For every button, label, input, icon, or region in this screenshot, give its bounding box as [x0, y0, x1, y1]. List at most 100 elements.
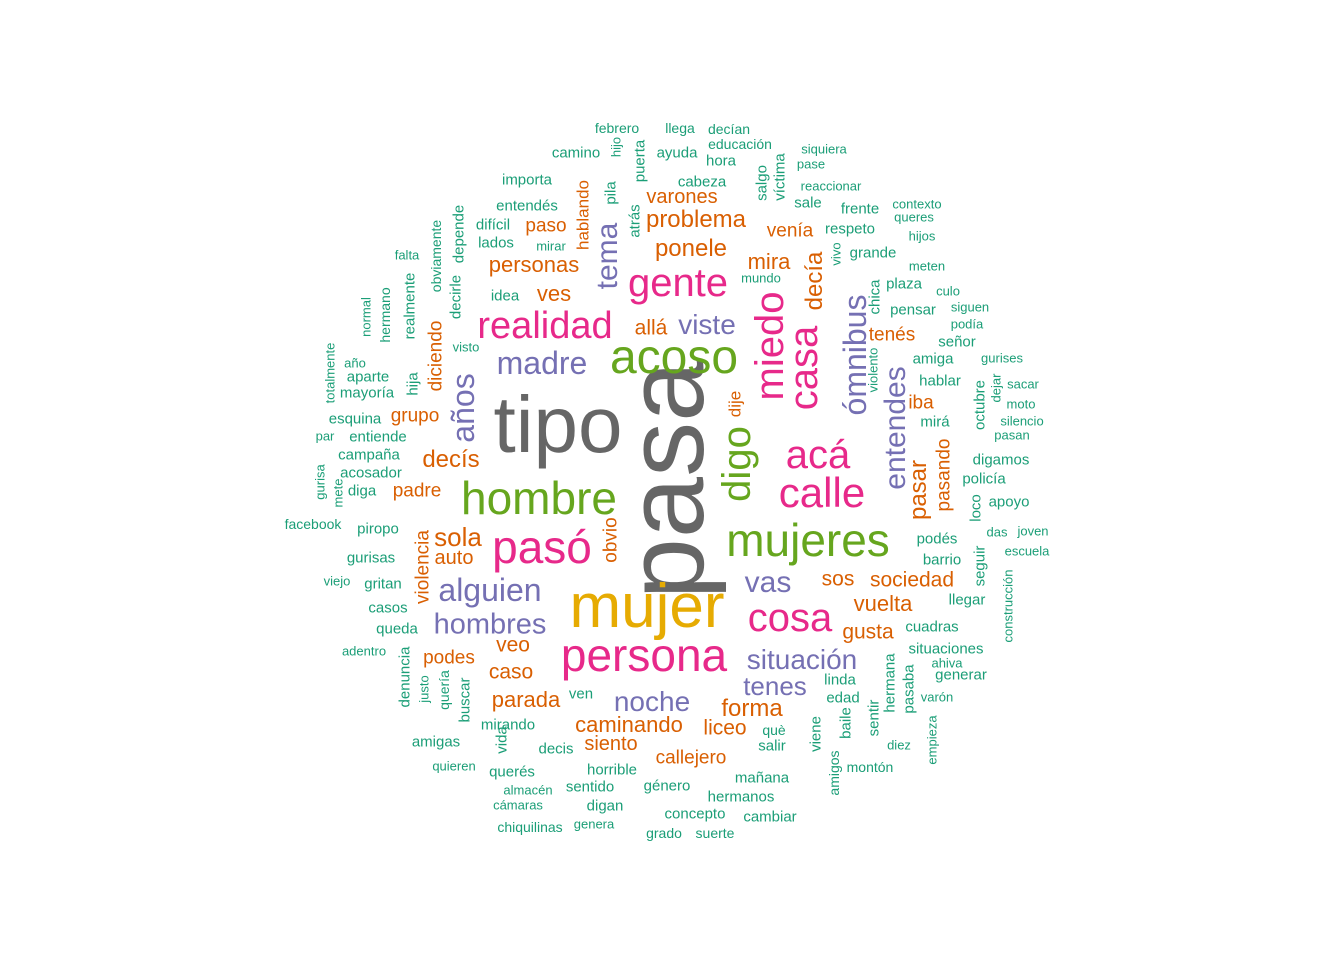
word-llegar: llegar [948, 591, 986, 609]
word-venia: venía [766, 220, 814, 242]
word-ves: ves [536, 281, 572, 306]
word-violencia: violencia [412, 530, 434, 604]
word-gente: gente [627, 261, 729, 305]
word-contexto: contexto [892, 196, 942, 212]
word-situacion: situación [746, 644, 858, 675]
word-gritan: gritan [364, 575, 402, 593]
word-calle: calle [778, 469, 866, 516]
word-empieza: empieza [924, 715, 940, 765]
word-pasaba: pasaba [900, 664, 918, 714]
word-vas: vas [744, 566, 792, 599]
word-falta: falta [394, 247, 420, 263]
word-facebook: facebook [284, 516, 342, 532]
word-acoso: acoso [609, 331, 739, 384]
word-vuelta: vuelta [853, 591, 913, 616]
word-problema: problema [645, 206, 747, 233]
word-tenes-acc: tenés [868, 324, 916, 346]
word-violento: violento [865, 347, 881, 393]
word-hora: hora [705, 152, 737, 170]
word-construccion: construcción [1000, 569, 1016, 643]
word-dije: dije [725, 390, 745, 418]
word-alguien: alguien [438, 572, 542, 608]
word-par: par [315, 428, 335, 444]
word-pase: pase [796, 156, 826, 172]
word-paso: paso [525, 215, 567, 237]
word-casa: casa [782, 325, 826, 411]
word-decis-plain: decis [538, 740, 574, 758]
word-amigas: amigas [411, 733, 461, 751]
word-grupo: grupo [390, 405, 440, 427]
word-que-grave: què [762, 722, 786, 738]
word-ayuda: ayuda [656, 144, 698, 162]
word-ven: ven [568, 685, 594, 703]
word-alla: allá [634, 316, 668, 340]
word-auto: auto [434, 547, 474, 569]
word-llega: llega [665, 120, 695, 136]
word-octubre: octubre [971, 379, 989, 431]
word-hijos: hijos [908, 228, 936, 244]
word-queres: queres [894, 209, 934, 225]
word-siguen: siguen [950, 299, 990, 315]
word-decia: decía [801, 251, 828, 311]
word-horrible: horrible [586, 761, 638, 779]
word-mira-acc: mirá [920, 413, 950, 431]
word-cosa: cosa [747, 596, 833, 640]
word-manana: mañana [734, 769, 790, 787]
word-pasando: pasando [933, 438, 955, 512]
word-dificil: difícil [475, 216, 511, 234]
word-sentido: sentido [565, 778, 615, 796]
word-culo: culo [936, 283, 960, 299]
word-mundo: mundo [741, 270, 781, 286]
word-gurisa: gurisa [312, 464, 328, 500]
word-sale: sale [794, 194, 822, 212]
word-sentir: sentir [865, 699, 883, 737]
word-respeto: respeto [824, 220, 876, 238]
word-forma: forma [721, 695, 783, 722]
word-anos: años [445, 373, 481, 443]
word-genero: género [643, 777, 691, 795]
word-amigos: amigos [826, 750, 842, 796]
word-mujer: mujer [569, 572, 725, 641]
word-mete: mete [330, 478, 346, 508]
word-escuela: escuela [1004, 543, 1050, 559]
word-caso: caso [488, 660, 534, 684]
word-generar: generar [935, 666, 987, 684]
word-barrio: barrio [922, 551, 962, 569]
word-iba: iba [908, 392, 934, 414]
word-educacion: educación [708, 136, 772, 152]
word-salgo: salgo [753, 165, 771, 201]
word-seguir: seguir [971, 545, 989, 587]
word-pasan: pasan [994, 427, 1030, 443]
word-hablando: hablando [573, 180, 593, 250]
word-parada: parada [491, 687, 561, 712]
word-sacar: sacar [1007, 376, 1039, 392]
word-monton: montón [846, 759, 894, 775]
word-situaciones: situaciones [908, 640, 984, 658]
word-atras: atrás [626, 204, 644, 238]
word-gusta: gusta [842, 620, 894, 644]
word-totalmente: totalmente [322, 342, 338, 404]
word-realidad: realidad [477, 305, 613, 347]
word-diga: diga [347, 482, 377, 500]
word-hombres: hombres [433, 608, 547, 641]
word-cambiar: cambiar [743, 808, 797, 826]
word-puerta: puerta [631, 139, 649, 183]
word-sos: sos [821, 567, 855, 591]
word-campana: campaña [338, 446, 400, 464]
word-pensar: pensar [890, 301, 936, 319]
word-visto: visto [452, 339, 480, 355]
word-padre: padre [392, 480, 442, 502]
word-chiquilinas: chiquilinas [497, 819, 563, 835]
word-hablar: hablar [919, 372, 961, 390]
word-personas: personas [488, 252, 580, 277]
word-queria: quería [436, 670, 452, 710]
word-edad: edad [826, 689, 860, 707]
word-podia: podía [950, 316, 984, 332]
word-podes: podes [423, 647, 475, 669]
word-vida: vida [493, 726, 511, 754]
word-diciendo: diciendo [425, 320, 447, 392]
word-mayoria: mayoría [339, 384, 395, 402]
word-tema: tema [591, 222, 624, 290]
word-pasa: pasa [604, 360, 727, 600]
word-loco: loco [967, 494, 985, 522]
